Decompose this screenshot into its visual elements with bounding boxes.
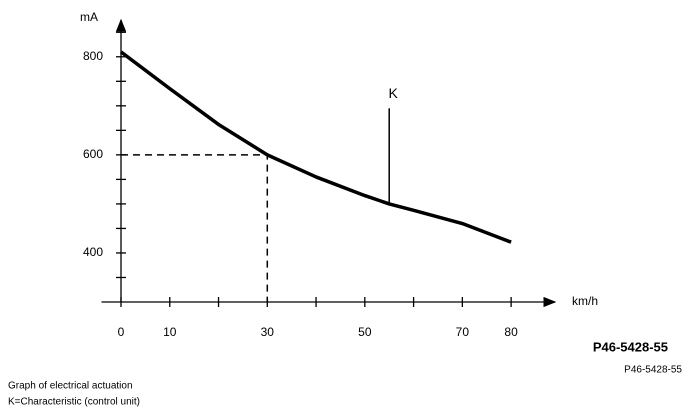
- annotation-label: K: [389, 85, 399, 101]
- caption-code: P46-5428-55: [624, 365, 682, 376]
- x-tick-label: 0: [118, 325, 125, 339]
- x-axis-label: km/h: [572, 294, 598, 308]
- x-tick-label: 10: [163, 325, 177, 339]
- x-tick-label: 70: [456, 325, 470, 339]
- y-axis-label: mA: [80, 10, 98, 24]
- caption: K=Characteristic (control unit): [8, 397, 140, 408]
- guide-line: [121, 154, 269, 302]
- caption: Graph of electrical actuation: [8, 381, 133, 392]
- x-tick-label: 30: [261, 325, 275, 339]
- y-tick-label: 800: [83, 49, 103, 63]
- y-tick-label: 600: [83, 147, 103, 161]
- figure-code: P46-5428-55: [593, 339, 668, 354]
- curve: [119, 50, 512, 244]
- x-tick-label: 50: [358, 325, 372, 339]
- x-tick-label: 80: [504, 325, 518, 339]
- y-tick-label: 400: [83, 245, 103, 259]
